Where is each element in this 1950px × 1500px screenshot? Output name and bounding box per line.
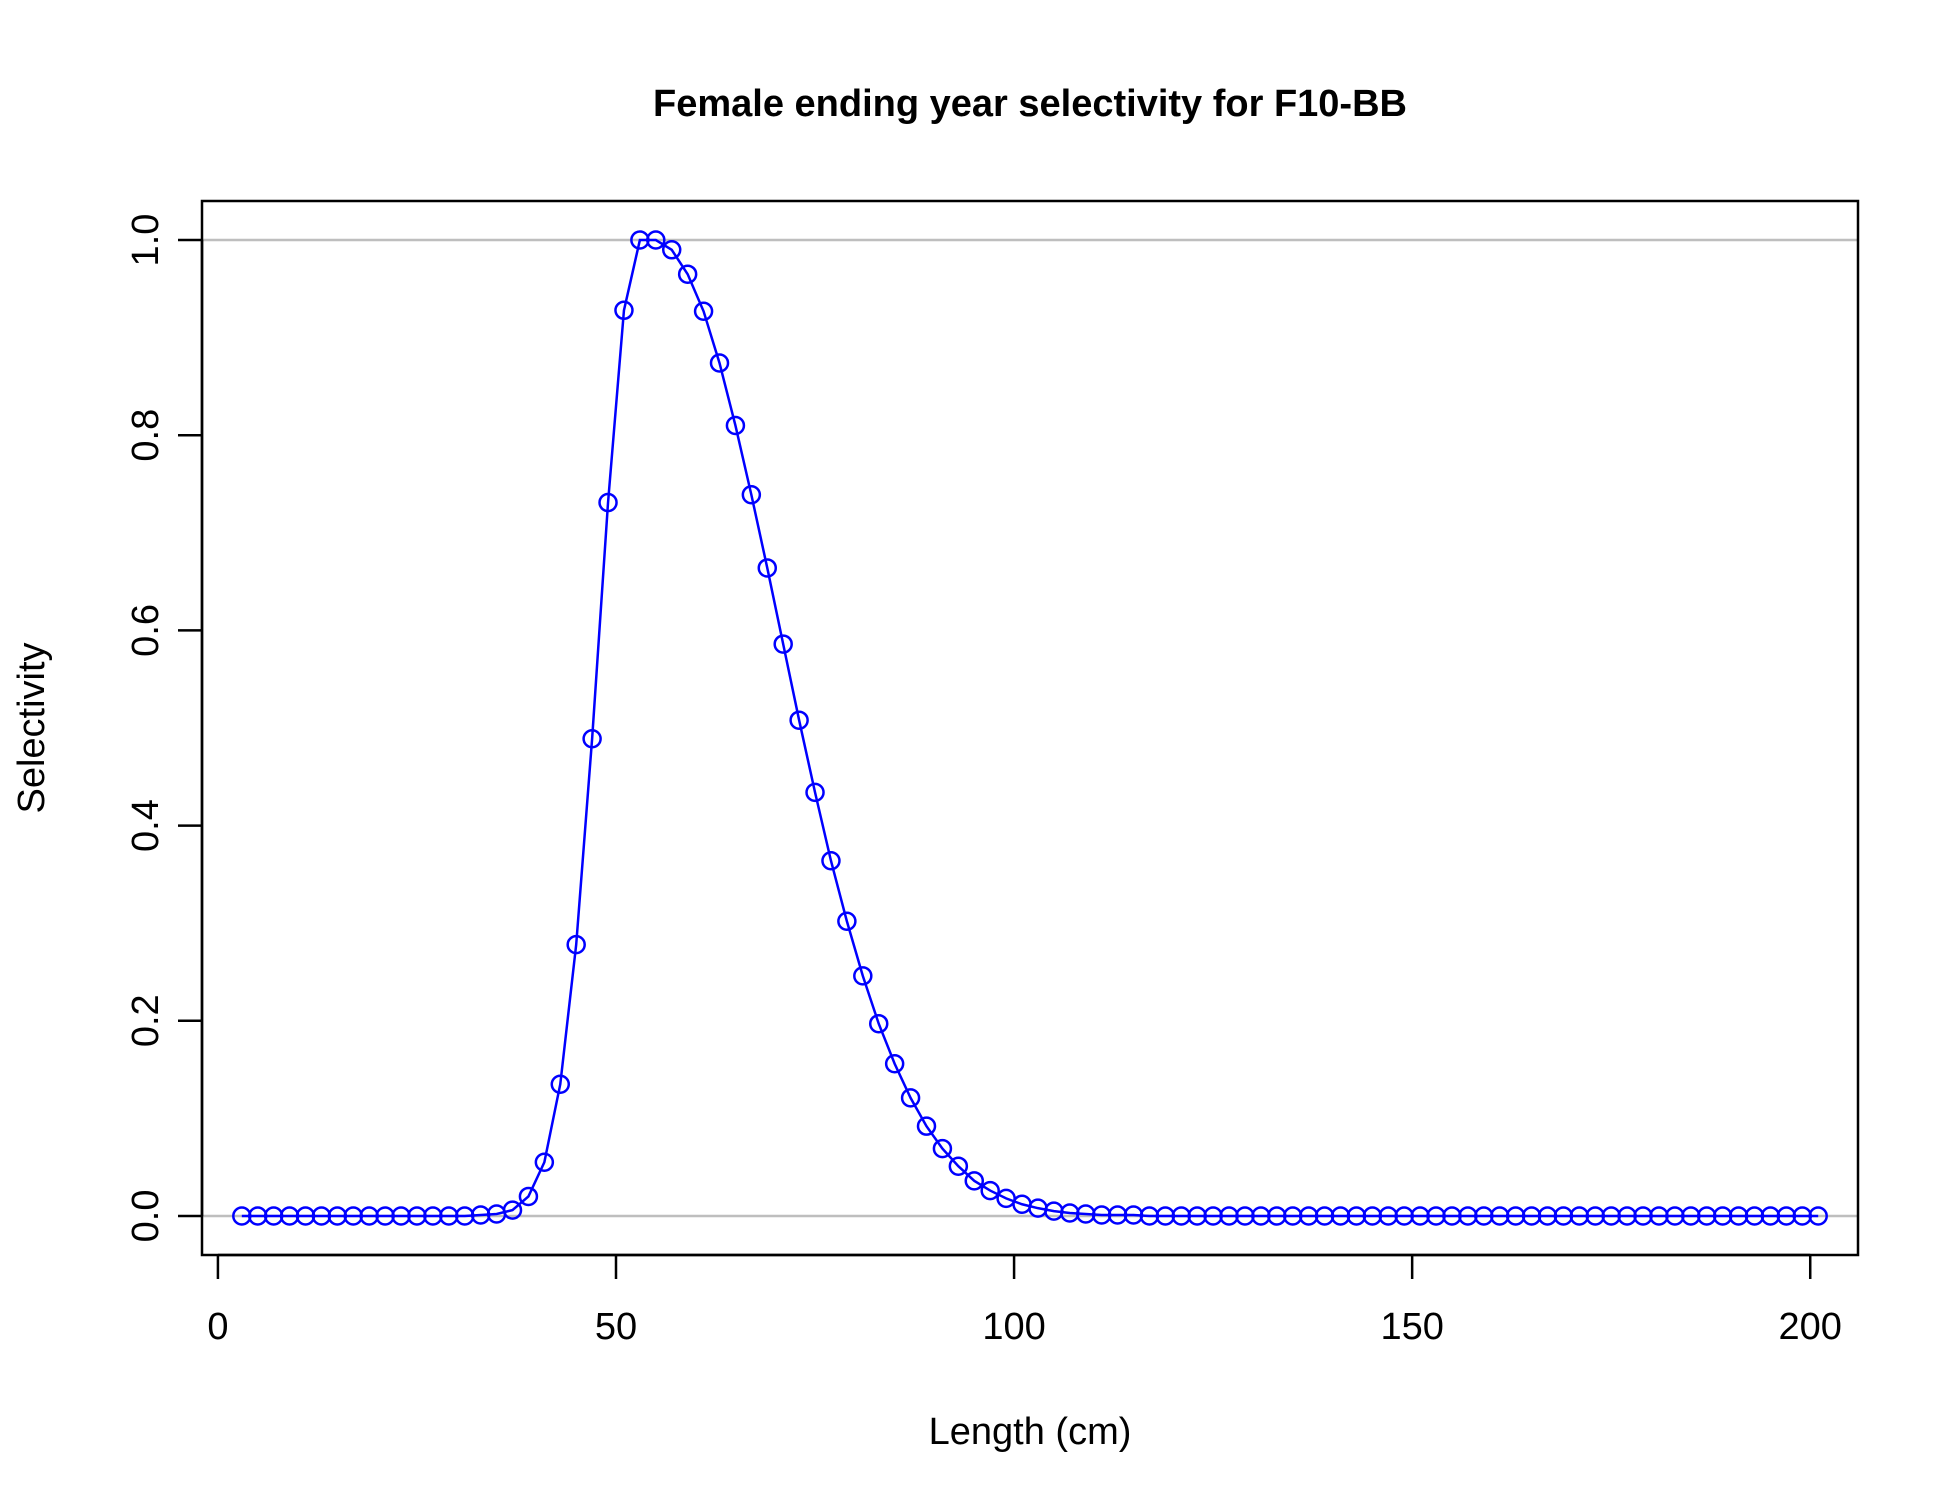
data-point (518, 1186, 539, 1207)
y-tick-label: 0.8 (125, 409, 167, 462)
data-point (964, 1171, 985, 1191)
data-point (980, 1180, 1000, 1201)
data-point (868, 1013, 889, 1034)
x-tick-label: 100 (982, 1306, 1045, 1348)
y-tick-label: 0.6 (125, 604, 167, 657)
data-point (805, 782, 825, 803)
y-tick-label: 1.0 (125, 214, 167, 267)
reference-lines (202, 238, 1858, 1218)
x-tick-label: 150 (1380, 1306, 1443, 1348)
data-point (582, 728, 602, 749)
data-point (502, 1200, 523, 1220)
plot-frame (200, 199, 1860, 1257)
data-point (916, 1116, 937, 1136)
series-layer (232, 230, 1828, 1226)
data-point (1808, 1206, 1828, 1226)
data-point (853, 966, 873, 986)
data-point (534, 1152, 555, 1173)
data-point (677, 264, 698, 284)
x-axis: 0 50 100 150 200 (207, 1253, 1842, 1348)
data-point (661, 240, 682, 260)
x-tick-label: 50 (595, 1306, 637, 1348)
data-point (709, 353, 730, 373)
data-point (884, 1053, 905, 1074)
data-point (598, 492, 618, 513)
data-point (550, 1074, 571, 1094)
data-point (757, 558, 778, 578)
data-point (773, 634, 793, 654)
x-tick-label: 200 (1779, 1306, 1842, 1348)
y-tick-label: 0.0 (125, 1190, 167, 1243)
data-point (837, 911, 857, 931)
data-point (789, 710, 809, 730)
data-point (693, 301, 714, 322)
x-tick-label: 0 (207, 1306, 228, 1348)
data-point (741, 485, 762, 505)
y-tick-label: 0.2 (125, 994, 167, 1047)
data-point (900, 1088, 921, 1108)
data-point (948, 1156, 969, 1176)
y-axis-label: Selectivity (11, 642, 53, 813)
data-point (725, 415, 746, 436)
series-line (241, 238, 1819, 1218)
data-point (646, 230, 666, 250)
data-point (821, 850, 841, 871)
y-axis: 0.0 0.2 0.4 0.6 0.8 1.0 (125, 214, 204, 1243)
y-tick-label: 0.4 (125, 799, 167, 852)
data-point (614, 300, 634, 321)
data-point (932, 1138, 953, 1159)
data-point (566, 934, 586, 955)
x-axis-label: Length (cm) (929, 1411, 1132, 1453)
chart-title: Female ending year selectivity for F10-B… (653, 83, 1407, 125)
